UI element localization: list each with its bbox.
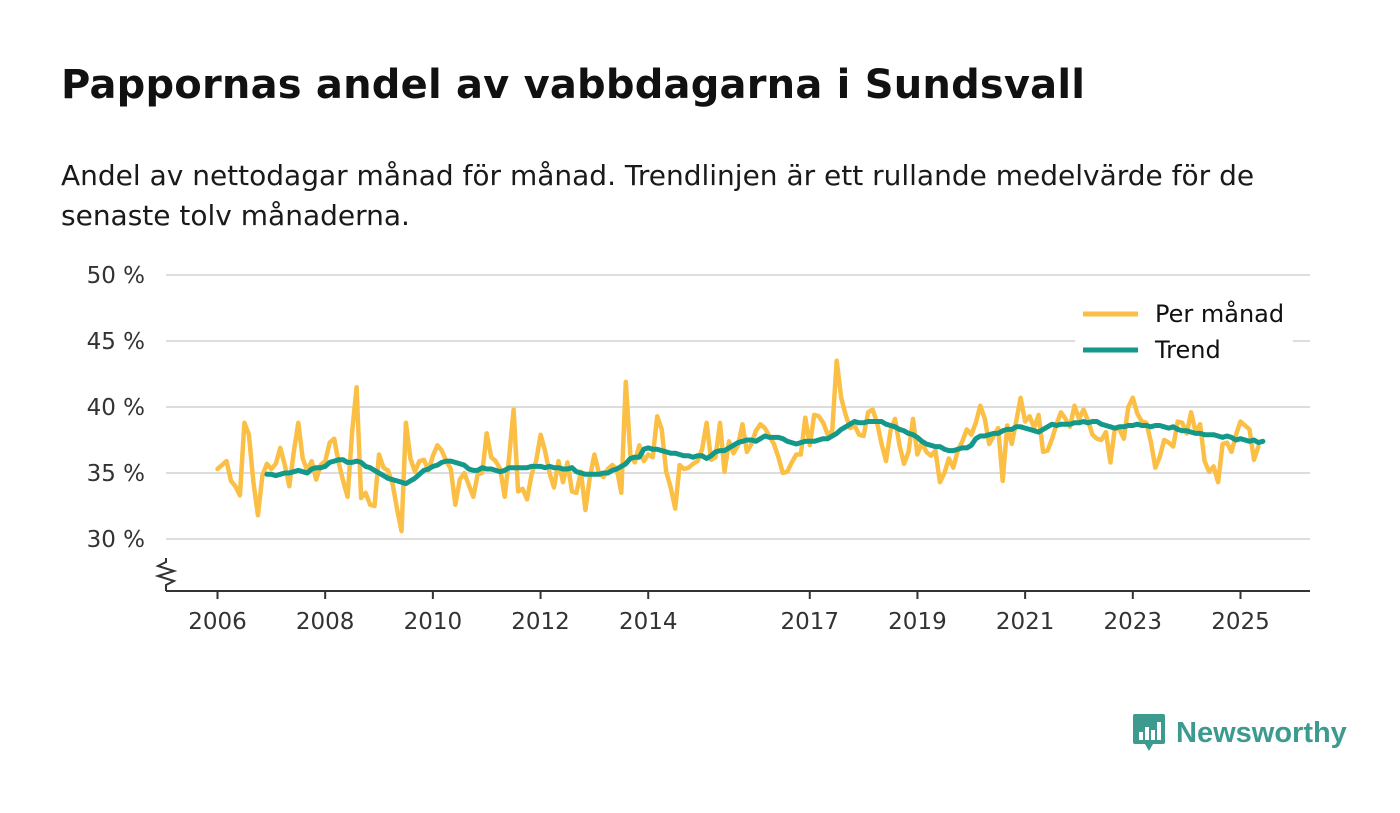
brand-name: Newsworthy [1176, 716, 1347, 749]
y-tick-label-30: 30 % [87, 527, 145, 553]
x-axis-labels: 2006 2008 2010 2012 2014 2017 2019 2021 2023 2025 [188, 591, 1270, 635]
axes [154, 558, 1310, 592]
x-tick-label-2010: 2010 [404, 609, 463, 635]
x-tick-label-2025: 2025 [1211, 609, 1270, 635]
bar-chart-icon [1133, 714, 1165, 751]
x-tick-label-2021: 2021 [996, 609, 1055, 635]
legend-label-trend: Trend [1154, 336, 1221, 364]
y-axis-labels: 30 % 35 % 40 % 45 % 50 % [87, 263, 145, 553]
x-tick-label-2023: 2023 [1104, 609, 1163, 635]
x-tick-label-2014: 2014 [619, 609, 678, 635]
legend: Per månad Trend [1075, 292, 1293, 372]
brand-logo: Newsworthy [1132, 712, 1347, 754]
chart-subtitle: Andel av nettodagar månad för månad. Tre… [61, 159, 1255, 232]
series-line-monthly [215, 358, 1261, 534]
chart-title: Pappornas andel av vabbdagarna i Sundsva… [61, 62, 1086, 108]
x-tick-label-2006: 2006 [188, 609, 247, 635]
x-tick-label-2008: 2008 [296, 609, 355, 635]
axis-break-icon [154, 558, 178, 591]
y-tick-label-50: 50 % [87, 263, 145, 289]
y-tick-label-35: 35 % [87, 461, 145, 487]
x-tick-label-2012: 2012 [511, 609, 570, 635]
legend-background [1075, 292, 1293, 372]
y-tick-label-40: 40 % [87, 395, 145, 421]
y-tick-label-45: 45 % [87, 329, 145, 355]
x-tick-label-2019: 2019 [888, 609, 947, 635]
series-line-trend [264, 419, 1266, 487]
x-tick-label-2017: 2017 [780, 609, 839, 635]
series [215, 358, 1266, 534]
legend-label-monthly: Per månad [1155, 299, 1284, 328]
